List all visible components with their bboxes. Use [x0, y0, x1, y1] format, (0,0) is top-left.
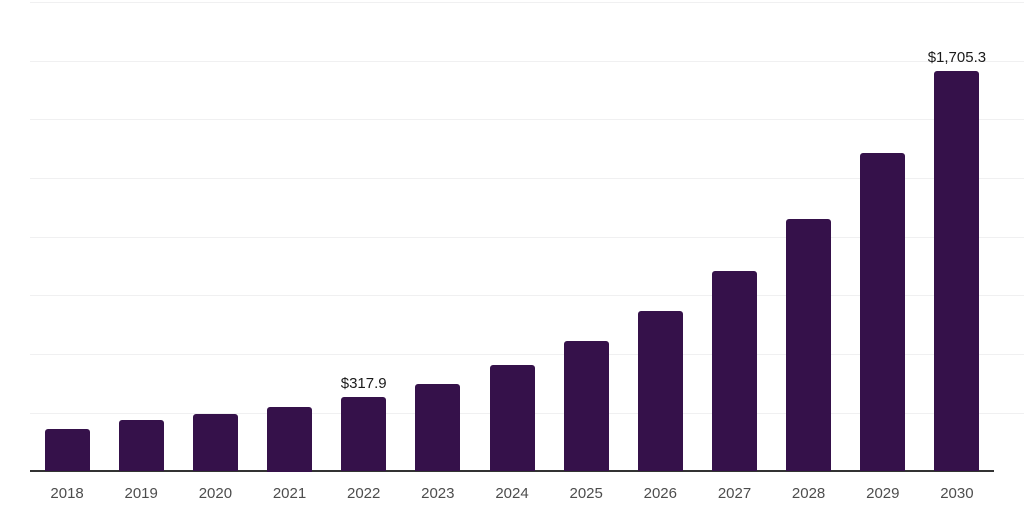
x-tick-2019: 2019: [124, 485, 158, 502]
bar-2024: [489, 365, 535, 472]
x-tick-2027: 2027: [717, 485, 752, 502]
bar-2022: [341, 396, 387, 472]
gridline-500: [30, 354, 1024, 356]
data-label-2022: $317.9: [340, 374, 387, 392]
bar-2028: [786, 218, 832, 472]
bar-2019: [118, 420, 164, 472]
bar-2029: [860, 152, 906, 472]
bar-2027: [712, 270, 757, 472]
x-tick-2025: 2025: [569, 485, 603, 502]
x-tick-2026: 2026: [643, 485, 677, 502]
bar-2018: [44, 428, 90, 472]
gridline-1000: [30, 236, 1024, 238]
bar-2025: [563, 341, 609, 472]
x-tick-2021: 2021: [272, 485, 307, 502]
x-tick-2030: 2030: [940, 485, 974, 502]
gridline-1750: [30, 60, 1024, 62]
bar-2026: [637, 310, 683, 472]
bar-2020: [192, 413, 238, 472]
gridline-2000: [30, 2, 1024, 3]
bar-2021: [267, 406, 312, 472]
gridline-1500: [30, 119, 1024, 121]
x-tick-2024: 2024: [495, 485, 529, 502]
x-tick-2028: 2028: [791, 485, 826, 502]
data-label-2030: $1,705.3: [927, 49, 987, 67]
x-tick-2029: 2029: [866, 485, 900, 502]
x-tick-2018: 2018: [50, 485, 84, 502]
x-tick-2020: 2020: [198, 485, 233, 502]
x-tick-2023: 2023: [421, 485, 455, 502]
gridline-750: [30, 295, 1024, 297]
bar-2023: [415, 383, 461, 472]
bar-2030: [934, 71, 980, 472]
gridline-1250: [30, 178, 1024, 180]
x-tick-2022: 2022: [347, 485, 381, 502]
